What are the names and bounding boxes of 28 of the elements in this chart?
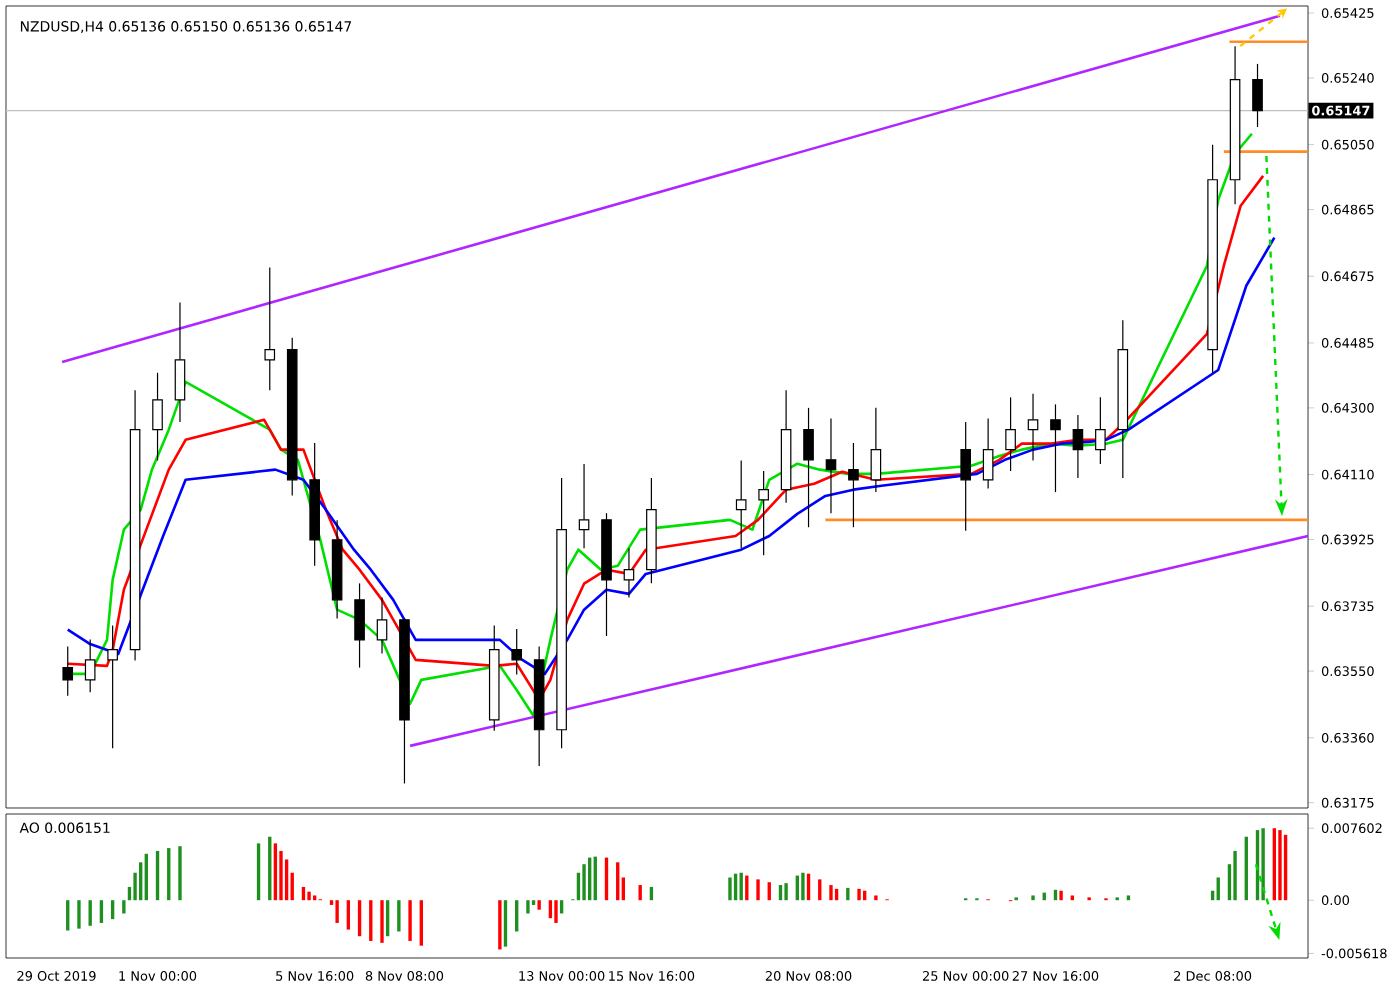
candlestick: [960, 421, 971, 532]
candlestick: [758, 470, 769, 556]
candlestick: [107, 624, 118, 749]
candlestick: [1072, 414, 1084, 479]
candlestick: [982, 417, 994, 490]
candlestick: [376, 596, 388, 655]
candlestick: [129, 389, 141, 662]
candlestick: [264, 266, 276, 391]
candlestick: [803, 407, 814, 528]
candlestick: [735, 459, 747, 549]
candlestick: [578, 463, 590, 549]
candlestick: [1027, 393, 1039, 462]
candlestick: [825, 417, 837, 514]
candlestick: [331, 519, 343, 620]
candlestick: [870, 407, 882, 493]
candlestick: [1207, 144, 1218, 374]
candlestick: [152, 372, 163, 462]
candlestick: [623, 547, 635, 599]
candlestick: [399, 619, 410, 785]
candlestick: [1117, 319, 1129, 479]
candlestick: [848, 442, 859, 528]
candlestick: [1229, 45, 1241, 205]
candlestick: [309, 442, 320, 567]
candlestick: [1005, 396, 1016, 472]
candlestick: [556, 477, 567, 749]
candlestick: [780, 389, 792, 504]
candlestick: [174, 301, 186, 423]
line-series: [66, 236, 1276, 676]
